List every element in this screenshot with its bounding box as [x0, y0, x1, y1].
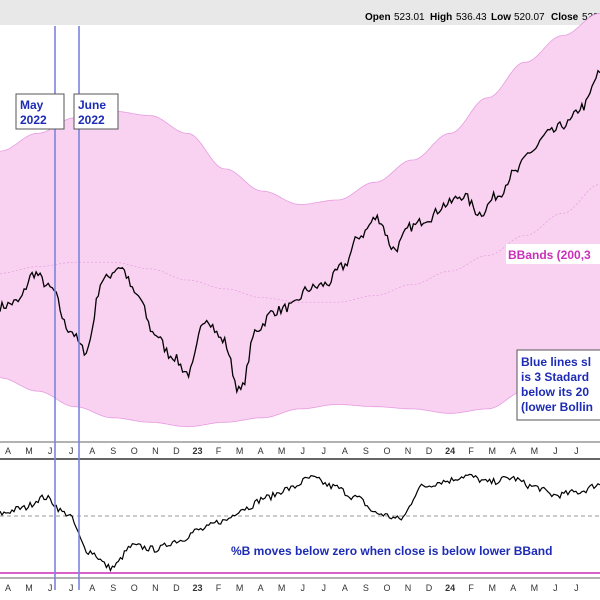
month-tick-label: J [322, 446, 327, 456]
month-tick-label-bottom: M [236, 583, 244, 593]
month-tick-label: 24 [445, 446, 455, 456]
month-tick-label: J [300, 446, 305, 456]
may-2022-label-2: 2022 [20, 113, 47, 127]
blue-note-line-1: Blue lines sl [521, 355, 591, 369]
bollinger-lower-band [0, 359, 600, 428]
month-tick-label: M [236, 446, 244, 456]
pctb-note: %B moves below zero when close is below … [231, 544, 552, 558]
header-high-value: 536.43 [456, 12, 487, 23]
month-tick-label-bottom: 23 [192, 583, 202, 593]
blue-note-line-3: below its 20 [521, 385, 589, 399]
june-2022-label-2: 2022 [78, 113, 105, 127]
month-tick-label-bottom: O [131, 583, 138, 593]
month-tick-label: A [258, 446, 264, 456]
month-tick-label-bottom: A [510, 583, 516, 593]
month-axis-bottom-labels: A M J J A S O N D 23 F M A M J J A S O N D 24 F M A M J J [5, 583, 579, 593]
blue-note-line-2: is 3 Stadard [521, 370, 589, 384]
month-tick-label-bottom: J [553, 583, 558, 593]
month-tick-label: J [69, 446, 74, 456]
header-low-value: 520.07 [514, 12, 545, 23]
month-tick-label-bottom: J [322, 583, 327, 593]
pctb-line [0, 473, 600, 573]
may-2022-box [15, 93, 65, 130]
month-tick-label: N [405, 446, 412, 456]
month-tick-label-bottom: D [173, 583, 180, 593]
header-close-label: Close [551, 12, 579, 23]
june-2022-box [73, 93, 119, 130]
month-tick-label: N [152, 446, 159, 456]
month-tick-label: O [131, 446, 138, 456]
header-open-label: Open [365, 12, 391, 23]
blue-note-line-4: (lower Bollin [521, 400, 593, 414]
header-open-value: 523.01 [394, 12, 425, 23]
month-tick-label: O [383, 446, 390, 456]
june-2022-label-1: June [78, 98, 106, 112]
month-tick-label: J [574, 446, 579, 456]
month-tick-label-bottom: M [25, 583, 33, 593]
pctb-layer [0, 473, 600, 573]
bbands-label-box [506, 244, 600, 264]
month-tick-label-bottom: M [488, 583, 496, 593]
month-tick-label: D [173, 446, 180, 456]
month-tick-label-bottom: A [5, 583, 11, 593]
month-tick-label-bottom: M [278, 583, 286, 593]
month-tick-label: F [468, 446, 474, 456]
month-tick-label-bottom: J [48, 583, 53, 593]
month-tick-label: J [48, 446, 53, 456]
month-tick-label-bottom: A [258, 583, 264, 593]
month-tick-label-bottom: D [426, 583, 433, 593]
header-high-label: High [430, 12, 452, 23]
month-tick-label-bottom: S [363, 583, 369, 593]
month-tick-label: M [488, 446, 496, 456]
month-tick-label: D [426, 446, 433, 456]
month-tick-label: M [278, 446, 286, 456]
month-tick-label: A [342, 446, 348, 456]
month-tick-label-bottom: A [342, 583, 348, 593]
header-low-label: Low [491, 12, 511, 23]
month-tick-label-bottom: F [216, 583, 222, 593]
price-line [0, 69, 600, 395]
month-tick-label: 23 [192, 446, 202, 456]
bollinger-middle-band [0, 184, 600, 303]
month-tick-label: S [363, 446, 369, 456]
month-tick-label: M [25, 446, 33, 456]
month-tick-label: S [110, 446, 116, 456]
blue-note-box [516, 349, 600, 421]
month-tick-label-bottom: S [110, 583, 116, 593]
month-axis: A M J J A S O N D 23 F M A M J J A S O N D 24 F M A M J J [5, 446, 579, 456]
month-tick-label: A [89, 446, 95, 456]
month-tick-label: F [216, 446, 222, 456]
may-2022-label-1: May [20, 98, 44, 112]
bbands-label: BBands (200,3 [508, 248, 591, 262]
pctb-note-box [228, 540, 600, 560]
bollinger-band-fill [0, 13, 600, 427]
month-tick-label: A [510, 446, 516, 456]
month-tick-label: M [531, 446, 539, 456]
month-tick-label-bottom: O [383, 583, 390, 593]
header-bar [0, 0, 600, 25]
month-tick-label-bottom: N [405, 583, 412, 593]
month-tick-label-bottom: J [69, 583, 74, 593]
month-tick-label-bottom: M [531, 583, 539, 593]
month-tick-label-bottom: F [468, 583, 474, 593]
month-tick-label-bottom: J [300, 583, 305, 593]
month-tick-label-bottom: N [152, 583, 159, 593]
month-tick-label: J [553, 446, 558, 456]
price-layer [0, 12, 600, 428]
month-tick-label: A [5, 446, 11, 456]
month-tick-label-bottom: J [574, 583, 579, 593]
month-tick-label-bottom: 24 [445, 583, 455, 593]
month-tick-label-bottom: A [89, 583, 95, 593]
